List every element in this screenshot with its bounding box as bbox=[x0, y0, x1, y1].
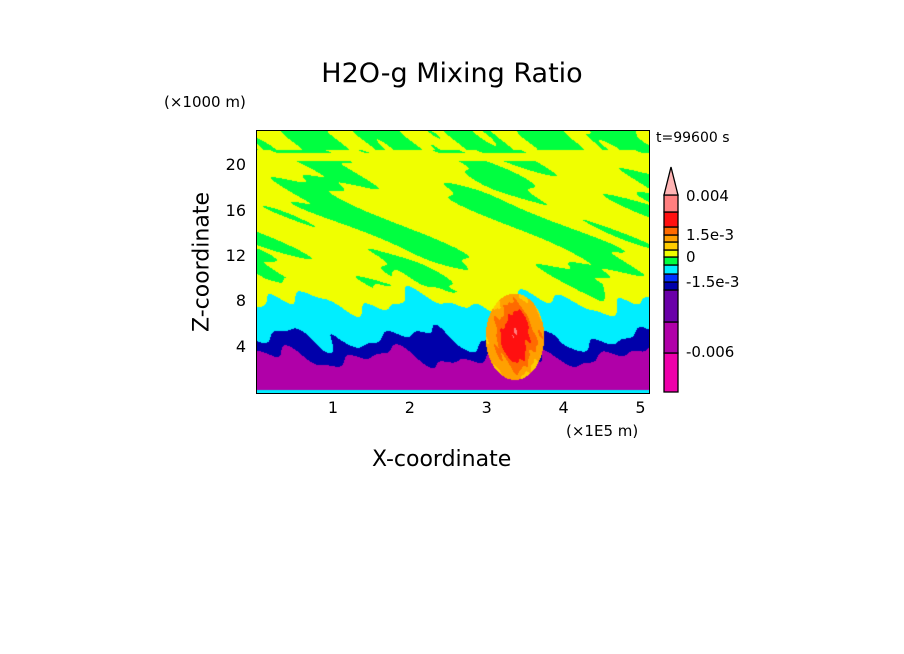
colorbar-segment bbox=[663, 226, 679, 236]
x-tick-label: 2 bbox=[404, 398, 415, 417]
colorbar-segment bbox=[663, 273, 679, 283]
x-tick-label: 1 bbox=[327, 398, 339, 417]
x-axis-multiplier: (×1E5 m) bbox=[566, 422, 639, 440]
colorbar-tick-label: 0.004 bbox=[686, 187, 729, 205]
colorbar-tick-label: -1.5e-3 bbox=[686, 273, 740, 291]
colorbar-tick-label: -0.006 bbox=[686, 343, 735, 361]
time-annotation: t=99600 s bbox=[656, 130, 730, 146]
colorbar-segment bbox=[663, 352, 679, 393]
colorbar-segment bbox=[663, 249, 679, 258]
colorbar-extend-arrow bbox=[663, 166, 679, 196]
y-tick-label: 8 bbox=[235, 291, 246, 311]
x-axis-label: X-coordinate bbox=[372, 447, 512, 472]
colorbar-segment bbox=[663, 241, 679, 251]
colorbar-segment bbox=[663, 234, 679, 243]
colorbar-tick-label: 0 bbox=[686, 248, 696, 266]
colorbar-segment bbox=[663, 256, 679, 266]
contour-field bbox=[256, 130, 650, 394]
x-tick-label: 5 bbox=[635, 398, 646, 417]
x-tick-label: 4 bbox=[558, 398, 569, 417]
colorbar-segment bbox=[663, 211, 679, 228]
y-tick-label: 16 bbox=[225, 200, 246, 220]
y-tick-label: 20 bbox=[225, 155, 246, 175]
colorbar-segment bbox=[663, 281, 679, 291]
y-tick-label: 12 bbox=[225, 245, 246, 265]
colorbar-segment bbox=[663, 264, 679, 275]
colorbar-segment bbox=[663, 194, 679, 213]
colorbar-segment bbox=[663, 321, 679, 354]
x-tick-label: 3 bbox=[481, 398, 492, 417]
chart-title: H2O-g Mixing Ratio bbox=[321, 58, 583, 89]
colorbar-segment bbox=[663, 289, 679, 323]
colorbar-tick-label: 1.5e-3 bbox=[686, 226, 735, 244]
y-tick-label: 4 bbox=[235, 336, 246, 356]
y-axis-multiplier: (×1000 m) bbox=[164, 93, 246, 111]
